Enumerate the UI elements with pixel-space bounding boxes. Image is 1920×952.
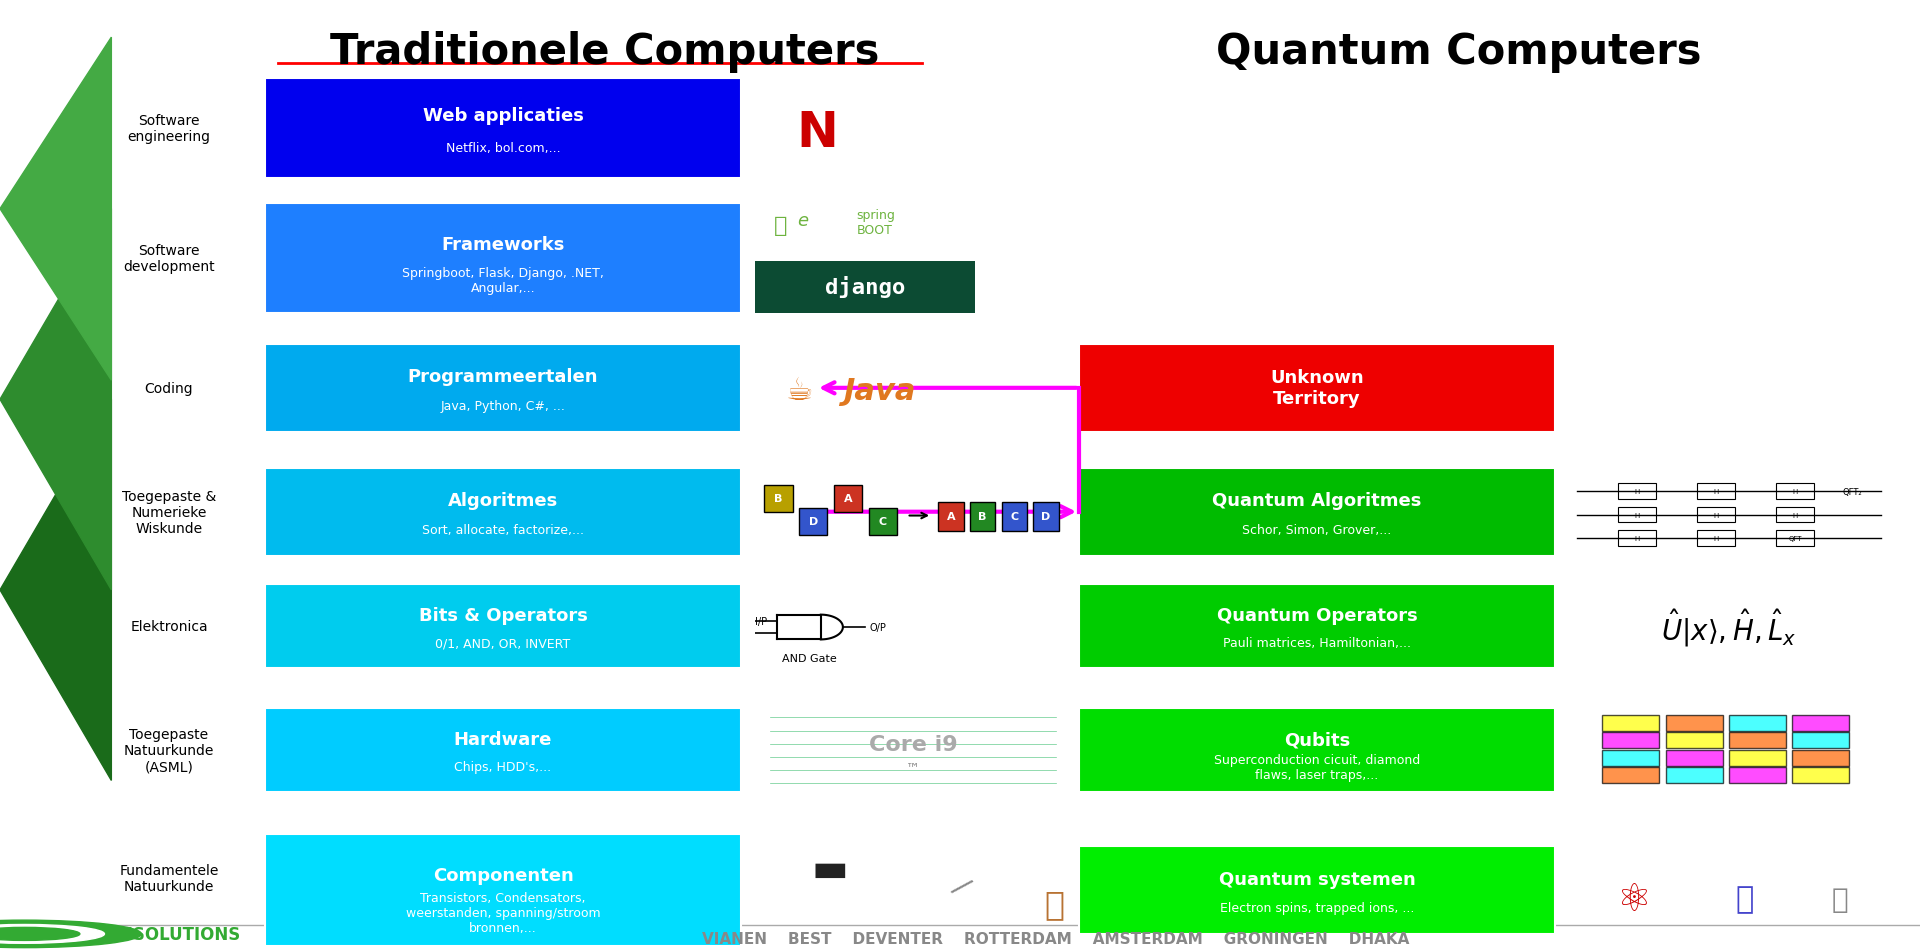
Text: Netflix, bol.com,...: Netflix, bol.com,... [445, 142, 561, 155]
FancyBboxPatch shape [265, 834, 741, 946]
FancyBboxPatch shape [1079, 345, 1555, 432]
FancyBboxPatch shape [1079, 708, 1555, 792]
Text: Elektronica: Elektronica [131, 620, 207, 633]
Text: Toegepaste &
Numerieke
Wiskunde: Toegepaste & Numerieke Wiskunde [121, 489, 217, 535]
Text: Quantum systemen: Quantum systemen [1219, 870, 1415, 887]
Text: Quantum Computers: Quantum Computers [1217, 31, 1701, 73]
Text: Quantum Operators: Quantum Operators [1217, 606, 1417, 625]
Text: Sort, allocate, factorize,...: Sort, allocate, factorize,... [422, 524, 584, 536]
Polygon shape [0, 400, 111, 781]
Text: Algoritmes: Algoritmes [447, 492, 559, 509]
Text: Web applicaties: Web applicaties [422, 107, 584, 125]
Polygon shape [0, 209, 111, 590]
Text: Transistors, Condensators,
weerstanden, spanning/stroom
bronnen,...: Transistors, Condensators, weerstanden, … [405, 891, 601, 934]
Text: Electron spins, trapped ions, ...: Electron spins, trapped ions, ... [1219, 902, 1415, 914]
FancyBboxPatch shape [1079, 846, 1555, 934]
Text: Coding: Coding [144, 382, 194, 395]
Text: Traditionele Computers: Traditionele Computers [330, 31, 879, 73]
Text: Programmeertalen: Programmeertalen [407, 368, 599, 386]
Text: Hardware: Hardware [453, 730, 553, 748]
Text: Chips, HDD's,...: Chips, HDD's,... [455, 761, 551, 773]
Text: Software
engineering: Software engineering [127, 113, 211, 144]
Text: Superconduction cicuit, diamond
flaws, laser traps,...: Superconduction cicuit, diamond flaws, l… [1213, 753, 1421, 781]
Text: Bits & Operators: Bits & Operators [419, 606, 588, 625]
Text: Springboot, Flask, Django, .NET,
Angular,...: Springboot, Flask, Django, .NET, Angular… [401, 267, 605, 295]
Text: Schor, Simon, Grover,...: Schor, Simon, Grover,... [1242, 524, 1392, 536]
FancyBboxPatch shape [265, 708, 741, 792]
FancyBboxPatch shape [1079, 468, 1555, 556]
FancyBboxPatch shape [265, 468, 741, 556]
Polygon shape [0, 38, 111, 381]
Text: Unknown
Territory: Unknown Territory [1271, 369, 1363, 407]
FancyBboxPatch shape [265, 205, 741, 314]
Text: Componenten: Componenten [432, 866, 574, 884]
Text: Java, Python, C#, ...: Java, Python, C#, ... [440, 400, 566, 412]
Text: Frameworks: Frameworks [442, 236, 564, 253]
Text: Qubits: Qubits [1284, 730, 1350, 748]
Text: Pauli matrices, Hamiltonian,...: Pauli matrices, Hamiltonian,... [1223, 637, 1411, 649]
Text: Software
development: Software development [123, 244, 215, 274]
FancyBboxPatch shape [265, 585, 741, 668]
Text: Quantum Algoritmes: Quantum Algoritmes [1212, 492, 1423, 509]
Text: Fundamentele
Natuurkunde: Fundamentele Natuurkunde [119, 863, 219, 893]
FancyBboxPatch shape [265, 345, 741, 432]
FancyBboxPatch shape [1079, 585, 1555, 668]
Text: VIANEN    BEST    DEVENTER    ROTTERDAM    AMSTERDAM    GRONINGEN    DHAKA: VIANEN BEST DEVENTER ROTTERDAM AMSTERDAM… [703, 931, 1409, 946]
Text: 0/1, AND, OR, INVERT: 0/1, AND, OR, INVERT [436, 637, 570, 649]
Text: Toegepaste
Natuurkunde
(ASML): Toegepaste Natuurkunde (ASML) [123, 727, 215, 773]
FancyBboxPatch shape [265, 79, 741, 179]
